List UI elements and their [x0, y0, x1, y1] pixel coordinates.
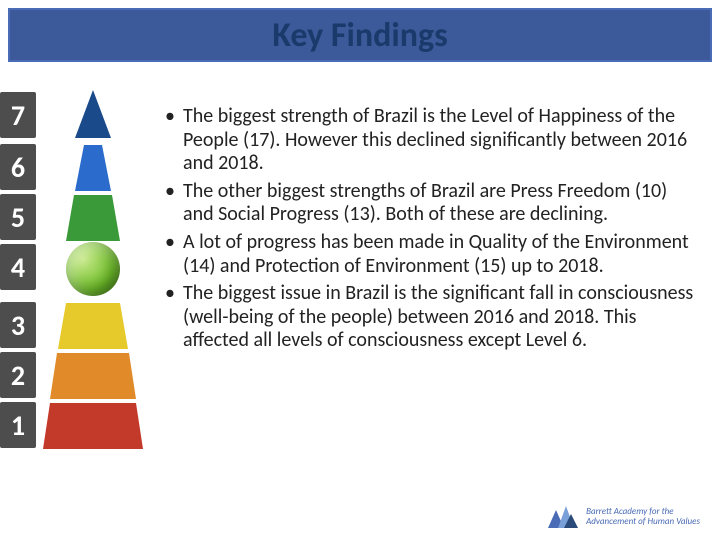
level-row-1: 1	[0, 402, 36, 448]
bullet-item: The biggest strength of Brazil is the Le…	[165, 105, 695, 176]
pyramid-level-6-shape	[75, 142, 111, 191]
level-row-6: 6	[0, 144, 36, 190]
pyramid-level-3-shape	[58, 300, 128, 349]
pyramid-shapes	[38, 90, 148, 490]
pyramid-level-2-shape	[50, 350, 136, 399]
level-row-2: 2	[0, 352, 36, 398]
bullet-item: The biggest issue in Brazil is the signi…	[165, 282, 695, 353]
bullet-item: A lot of progress has been made in Quali…	[165, 231, 695, 278]
level-row-4: 4	[0, 244, 36, 290]
pyramid-level-4-shape	[66, 242, 120, 296]
level-row-3: 3	[0, 302, 36, 348]
level-number-6: 6	[0, 144, 36, 190]
level-row-7: 7	[0, 92, 36, 138]
level-number-4: 4	[0, 244, 36, 290]
level-number-1: 1	[0, 402, 36, 448]
bullet-item: The other biggest strengths of Brazil ar…	[165, 180, 695, 227]
level-number-5: 5	[0, 194, 36, 240]
page-title: Key Findings	[272, 15, 447, 56]
pyramid-level-1-shape	[43, 400, 143, 449]
level-number-2: 2	[0, 352, 36, 398]
level-row-5: 5	[0, 194, 36, 240]
pyramid-level-7-shape	[75, 90, 111, 138]
footer-text: Barrett Academy for the Advancement of H…	[586, 507, 700, 527]
logo-mark-icon	[546, 504, 580, 530]
footer-line2: Advancement of Human Values	[586, 517, 700, 527]
pyramid-level-5-shape	[66, 192, 120, 241]
level-number-7: 7	[0, 92, 36, 138]
bullet-list: The biggest strength of Brazil is the Le…	[165, 105, 695, 357]
footer-logo: Barrett Academy for the Advancement of H…	[546, 504, 700, 530]
level-number-3: 3	[0, 302, 36, 348]
bullets-ul: The biggest strength of Brazil is the Le…	[165, 105, 695, 353]
pyramid-graphic: 7 654 321	[0, 90, 140, 490]
title-bar: Key Findings	[8, 8, 712, 62]
